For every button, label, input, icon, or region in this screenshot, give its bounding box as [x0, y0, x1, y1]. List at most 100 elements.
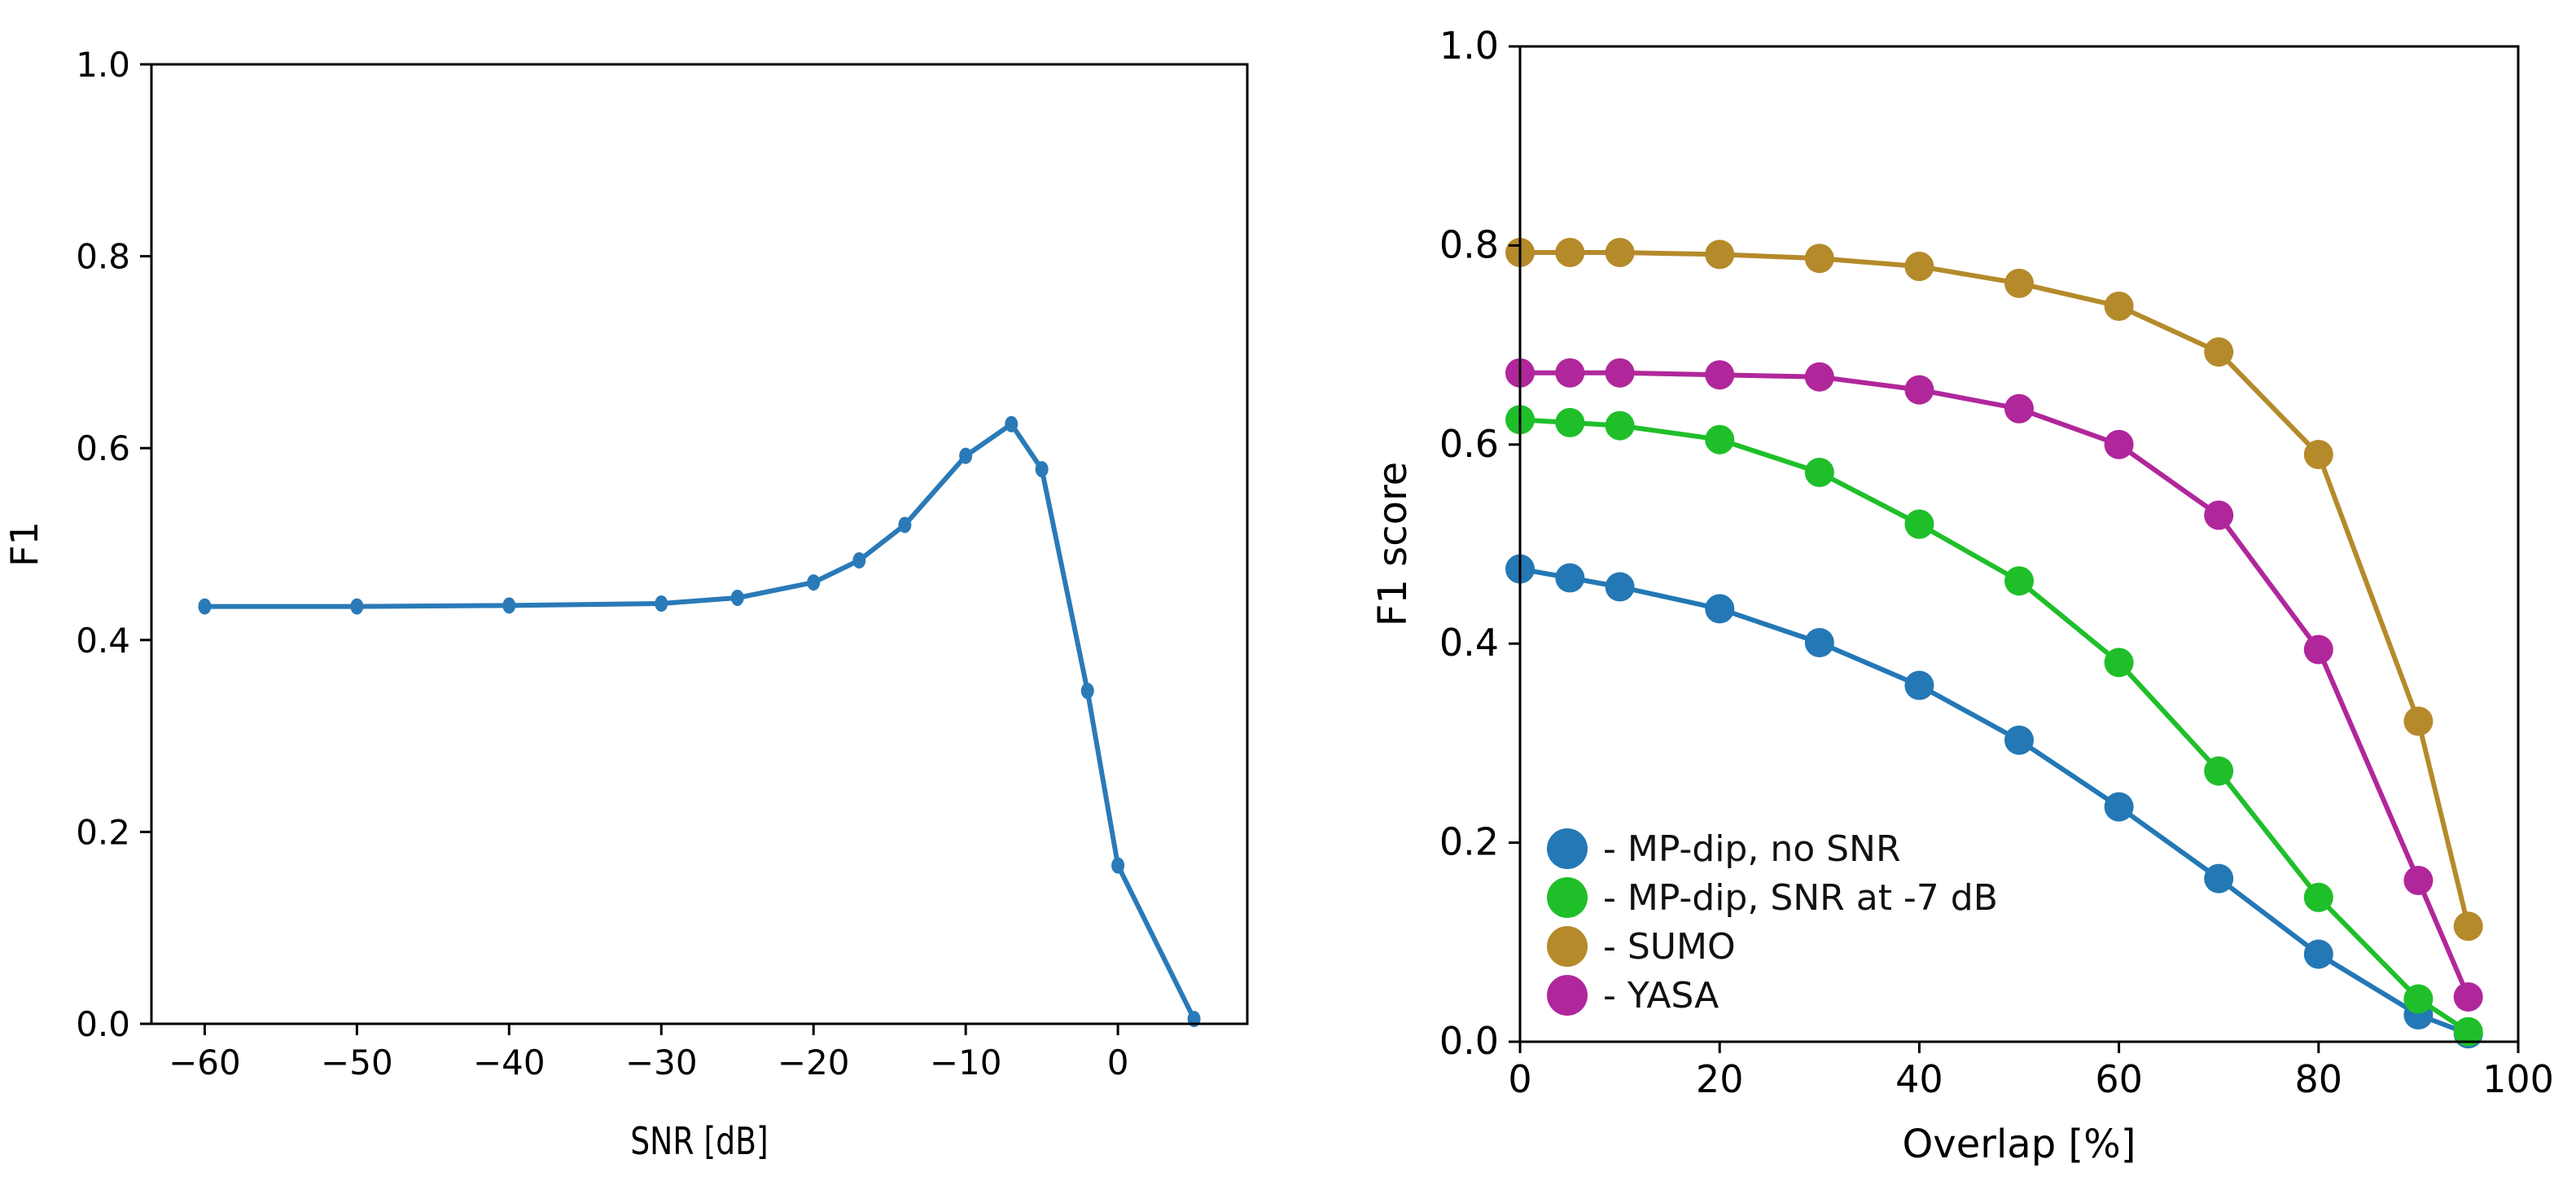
right-data-point — [2453, 1016, 2483, 1047]
right-x-axis-label: Overlap [%] — [1903, 1122, 2136, 1167]
y-tick-label: 1.0 — [76, 45, 130, 85]
right-y-axis-label: F1 score — [1370, 462, 1416, 626]
snr-f1-chart: −60 −50 −40 −30 −20 −10 0 0.0 0.2 0.4 0.6 0.8 1.0 SN… — [2, 45, 1249, 1163]
x-tick-label: −40 — [473, 1043, 545, 1082]
right-series-line — [1520, 250, 2471, 927]
right-data-point — [2004, 393, 2034, 424]
right-data-point — [1605, 572, 1635, 602]
right-data-point — [2453, 982, 2483, 1012]
x-tick-label: 80 — [2295, 1057, 2343, 1101]
x-tick-label: 100 — [2482, 1057, 2554, 1101]
y-tick-label: 0.8 — [1439, 222, 1499, 266]
right-data-point — [2104, 648, 2134, 678]
left-data-point — [502, 597, 516, 614]
x-tick-label: 0 — [1508, 1057, 1531, 1101]
x-tick-label: 40 — [1895, 1057, 1943, 1101]
left-data-point — [807, 574, 821, 591]
left-data-point — [898, 516, 912, 533]
right-data-point — [2204, 337, 2234, 367]
right-data-point — [1804, 244, 1834, 274]
right-data-point — [1804, 458, 1834, 488]
right-data-point — [1705, 360, 1735, 390]
right-data-point — [2104, 792, 2134, 822]
right-ticks-layer: 0 20 40 60 80 100 0.0 0.2 0.4 0.6 0.8 1.0 — [1439, 24, 2554, 1101]
right-data-point — [2104, 429, 2134, 459]
y-tick-label: 0.6 — [76, 428, 130, 468]
x-tick-label: −20 — [778, 1043, 850, 1082]
x-tick-label: −30 — [625, 1043, 698, 1082]
legend-label: - MP-dip, no SNR — [1603, 828, 1901, 870]
legend-label: - SUMO — [1603, 926, 1736, 968]
left-data-point — [1111, 857, 1125, 874]
right-data-point — [1904, 375, 1934, 405]
right-data-point — [1804, 362, 1834, 392]
left-data-point — [852, 552, 866, 569]
y-tick-label: 0.8 — [76, 237, 130, 277]
legend-label: - YASA — [1603, 975, 1719, 1016]
right-data-point — [2403, 866, 2434, 896]
left-data-point — [198, 598, 212, 615]
overlap-f1-chart: 0 20 40 60 80 100 0.0 0.2 0.4 0.6 0.8 1.0 Overlap [… — [1370, 24, 2554, 1167]
left-data-point — [1035, 461, 1049, 478]
right-data-point — [2303, 440, 2333, 470]
y-tick-label: 0.6 — [1439, 422, 1499, 466]
x-tick-label: 0 — [1107, 1043, 1129, 1082]
legend-marker — [1547, 828, 1588, 869]
right-data-point — [1705, 239, 1735, 270]
left-plot-frame — [150, 63, 1249, 1025]
right-data-point — [1705, 594, 1735, 624]
x-tick-label: 60 — [2095, 1057, 2143, 1101]
x-tick-label: −60 — [169, 1043, 241, 1082]
right-data-point — [2204, 500, 2234, 530]
right-data-point — [2403, 706, 2434, 736]
right-data-point — [2453, 911, 2483, 942]
right-data-point — [2004, 566, 2034, 596]
left-y-axis-label: F1 — [2, 521, 46, 567]
left-x-axis-label: SNR [dB] — [630, 1119, 769, 1163]
right-data-point — [1804, 627, 1834, 657]
left-data-point — [730, 589, 744, 606]
right-data-point — [1904, 252, 1934, 282]
right-series-layer — [1505, 237, 2483, 1049]
right-data-point — [1555, 563, 1585, 593]
right-data-point — [1605, 411, 1635, 441]
right-data-point — [2303, 882, 2333, 912]
x-tick-label: 20 — [1696, 1057, 1744, 1101]
right-data-point — [1555, 237, 1585, 267]
right-data-point — [1555, 407, 1585, 437]
left-series-layer — [198, 415, 1201, 1028]
right-data-point — [2204, 863, 2234, 893]
right-data-point — [1904, 670, 1934, 700]
right-data-point — [2004, 725, 2034, 755]
y-tick-label: 0.2 — [1439, 820, 1499, 864]
legend: - MP-dip, no SNR - MP-dip, SNR at -7 dB - … — [1547, 828, 1998, 1016]
x-tick-label: −50 — [321, 1043, 393, 1082]
left-data-point — [959, 447, 973, 464]
y-tick-label: 0.0 — [1439, 1019, 1499, 1063]
right-data-point — [1605, 358, 1635, 388]
y-tick-label: 0.0 — [76, 1004, 130, 1044]
right-data-point — [2104, 291, 2134, 321]
right-data-point — [1705, 424, 1735, 454]
y-tick-label: 1.0 — [1439, 24, 1499, 68]
right-data-point — [1904, 509, 1934, 539]
legend-marker — [1547, 877, 1588, 918]
y-tick-label: 0.4 — [76, 621, 130, 661]
right-data-point — [2403, 984, 2434, 1014]
right-data-point — [2303, 939, 2333, 969]
right-data-point — [1555, 358, 1585, 388]
right-plot-frame — [1518, 45, 2520, 1043]
right-data-point — [1605, 237, 1635, 267]
right-data-point — [2204, 756, 2234, 786]
left-data-point — [655, 595, 668, 612]
y-tick-label: 0.4 — [1439, 621, 1499, 665]
left-data-point — [1005, 415, 1019, 432]
left-series-line — [204, 421, 1197, 1021]
left-ticks-layer: −60 −50 −40 −30 −20 −10 0 0.0 0.2 0.4 0.6 0.8 1.0 — [76, 45, 1128, 1082]
left-data-point — [1080, 683, 1094, 700]
left-data-point — [350, 598, 364, 615]
legend-marker — [1547, 926, 1588, 967]
legend-label: - MP-dip, SNR at -7 dB — [1603, 877, 1998, 919]
y-tick-label: 0.2 — [76, 812, 130, 852]
